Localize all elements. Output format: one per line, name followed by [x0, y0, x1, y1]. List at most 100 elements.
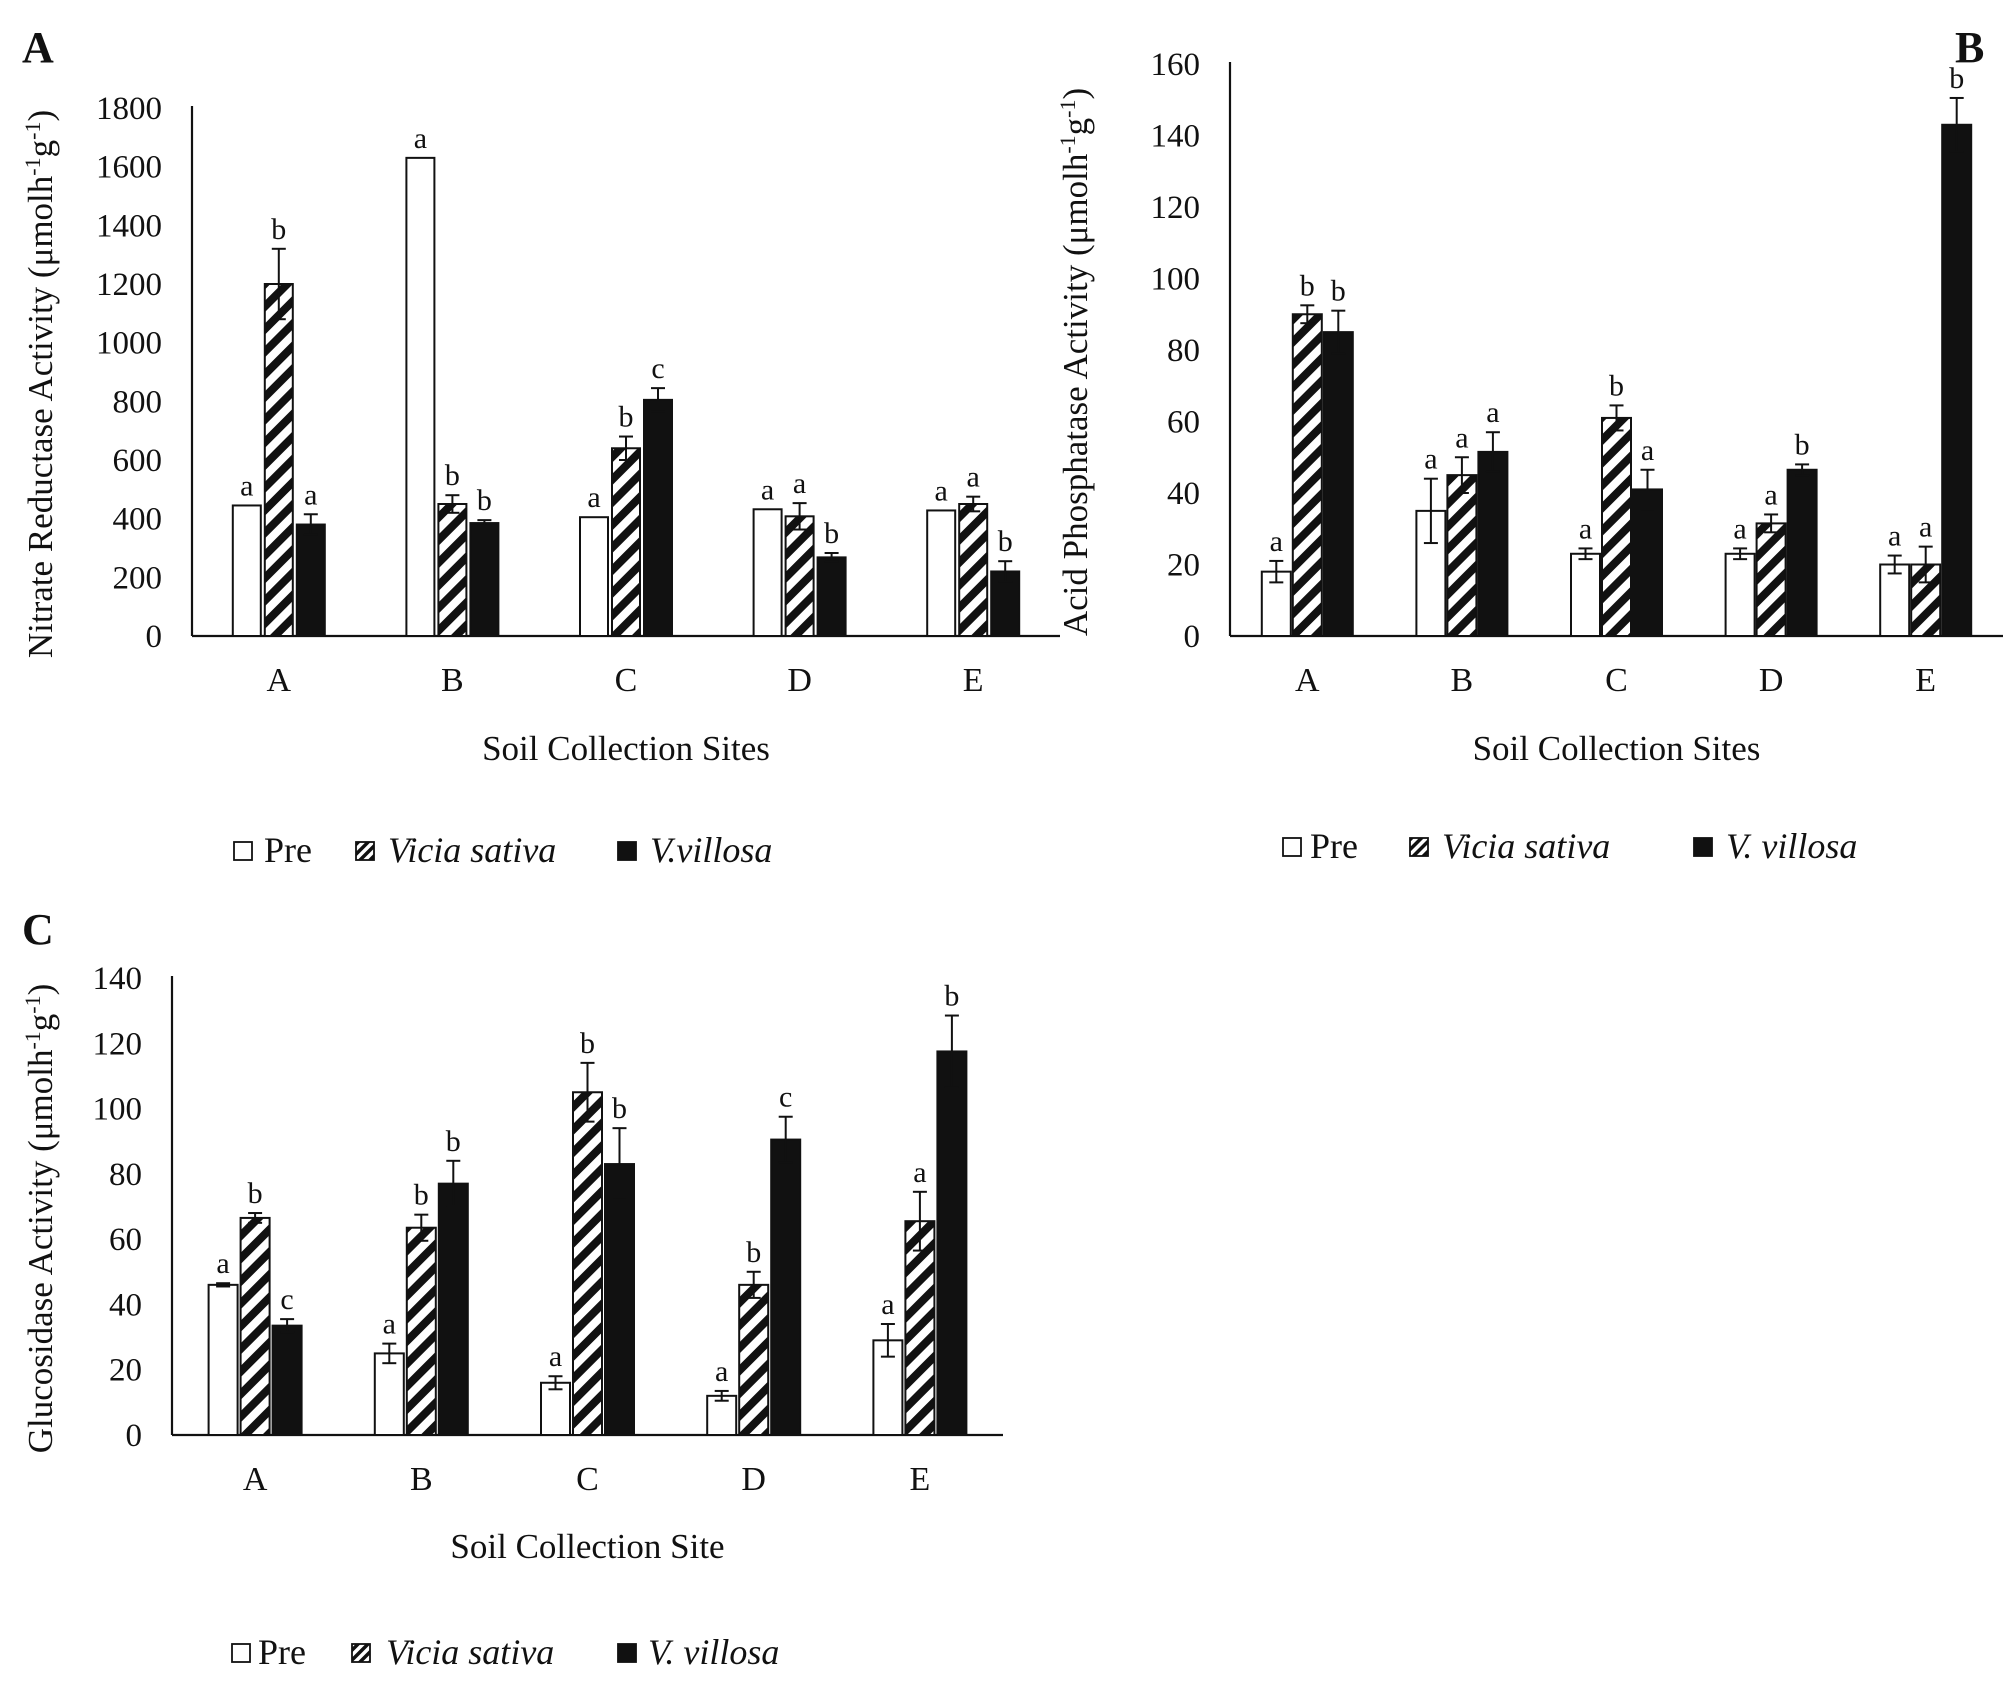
panel-a-bar-B-hatched [437, 503, 468, 637]
panel-a-sig-E-hatched: a [967, 461, 980, 494]
panel-a-y-title-sup1: -1 [20, 157, 45, 175]
panel-b-bar-C-solid [1632, 488, 1663, 637]
panel-c-legend-swatch-solid [617, 1643, 637, 1663]
panel-a-bar-D-open [752, 508, 783, 637]
panel-c-ytick-0: 0 [126, 1418, 143, 1454]
panel-b-legend: Pre Vicia sativa V. villosa [1282, 826, 1857, 866]
panel-c-sig-D-hatched: b [746, 1236, 761, 1269]
panel-c-sig-C-open: a [549, 1340, 562, 1373]
panel-B: B 0 20 40 60 80 100 120 140 160 Acid Phosphatase A… [1055, 23, 2003, 866]
panel-b-sig-C-solid: a [1641, 434, 1654, 467]
panel-b-xtick-A: A [1295, 662, 1320, 699]
panel-c-sig-E-open: a [881, 1288, 894, 1321]
panel-a-y-title-end: ) [21, 110, 60, 122]
panel-b-y-title-sup2: -1 [1055, 100, 1080, 118]
panel-c-xtick-A: A [243, 1461, 268, 1498]
panel-a-ytick-4: 800 [113, 384, 163, 420]
panel-a-y-title-sup2: -1 [20, 122, 45, 140]
panel-c-y-title-sup1: -1 [20, 1031, 45, 1049]
panel-b-sig-C-open: a [1579, 512, 1592, 545]
panel-a-sig-B-open: a [414, 122, 427, 155]
panel-b-sig-A-hatched: b [1300, 269, 1315, 302]
panel-a-sig-D-hatched: a [793, 467, 806, 500]
panel-c-bar-A-open [207, 1283, 239, 1437]
panel-b-ytick-1: 20 [1167, 548, 1200, 584]
panel-c-y-title-sup2: -1 [20, 995, 45, 1013]
panel-b-letter: B [1955, 23, 1984, 72]
panel-a-xtick-D: D [787, 662, 812, 699]
panel-c-sig-B-hatched: b [414, 1179, 429, 1212]
panel-b-bar-D-hatched [1755, 522, 1787, 638]
panel-a-legend-label-open: Pre [264, 830, 312, 870]
panel-a-bar-C-open [579, 516, 609, 638]
panel-c-y-title-g: g [21, 1014, 60, 1032]
panel-b-sig-D-open: a [1733, 512, 1746, 545]
panel-b-sig-B-solid: a [1486, 396, 1499, 429]
panel-b-sig-A-open: a [1270, 525, 1283, 558]
panel-b-ytick-7: 140 [1151, 119, 1201, 155]
panel-b-legend-label-hatched: Vicia sativa [1442, 826, 1610, 866]
panel-a-legend-label-hatched: Vicia sativa [388, 830, 556, 870]
panel-C: C 0 20 40 60 80 100 120 140 Glucosidase Activity … [20, 905, 1003, 1672]
panel-a-legend: Pre Vicia sativa V.villosa [233, 830, 772, 870]
panel-a-xtick-A: A [267, 662, 292, 699]
panel-b-sig-A-solid: b [1331, 275, 1346, 308]
panel-b-bar-E-open [1879, 563, 1911, 637]
panel-b-ytick-2: 40 [1167, 476, 1200, 512]
panel-b-bar-B-hatched [1446, 474, 1478, 637]
panel-c-sig-B-open: a [383, 1308, 396, 1341]
panel-c-xtick-B: B [410, 1461, 433, 1498]
panel-b-xtick-B: B [1451, 662, 1474, 699]
panel-c-ytick-3: 60 [109, 1222, 142, 1258]
panel-c-sig-C-hatched: b [580, 1027, 595, 1060]
panel-c-xtick-E: E [910, 1461, 931, 1498]
panel-a-bar-B-open [405, 156, 436, 637]
panel-b-xtick-E: E [1915, 662, 1936, 699]
panel-b-sig-B-open: a [1424, 443, 1437, 476]
panel-a-bar-E-open [926, 509, 957, 638]
panel-a-sig-C-open: a [587, 481, 600, 514]
panel-b-legend-swatch-open [1282, 837, 1302, 857]
panel-a-legend-swatch-open [233, 841, 253, 861]
panel-A: A 0 200 400 600 800 1000 1200 1400 1600 1800 Nitrat… [20, 23, 1060, 870]
panel-a-legend-swatch-solid [617, 841, 637, 861]
panel-a-ytick-9: 1800 [96, 91, 162, 127]
panel-c-bar-D-open [706, 1394, 738, 1437]
panel-c-bar-A-solid [271, 1324, 303, 1437]
panel-c-sig-D-solid: c [779, 1081, 792, 1114]
panel-b-ytick-8: 160 [1151, 47, 1201, 83]
panel-c-ytick-5: 100 [93, 1092, 143, 1128]
panel-b-xtick-C: C [1605, 662, 1628, 699]
panel-a-x-title: Soil Collection Sites [482, 729, 770, 768]
panel-a-xtick-E: E [963, 662, 984, 699]
panel-a-bar-D-solid [816, 556, 847, 637]
panel-c-sig-E-solid: b [944, 980, 959, 1013]
panel-a-bar-C-hatched [611, 447, 641, 637]
panel-a-bar-D-hatched [784, 515, 815, 638]
panel-b-bar-E-solid [1941, 123, 1973, 638]
panel-a-bar-A-hatched [263, 283, 294, 637]
panel-c-legend-swatch-open [231, 1643, 251, 1663]
panel-c-bar-E-open [872, 1339, 904, 1436]
panel-c-sig-B-solid: b [446, 1125, 461, 1158]
panel-c-bar-C-open [540, 1381, 571, 1437]
panel-c-legend-label-solid: V. villosa [648, 1632, 779, 1672]
panel-c-bar-C-solid [604, 1163, 635, 1437]
panel-a-sig-C-solid: c [651, 352, 664, 385]
panel-b-x-title: Soil Collection Sites [1473, 729, 1761, 768]
panel-c-bar-C-hatched [572, 1091, 603, 1436]
panel-a-letter: A [22, 23, 54, 72]
panel-c-y-title: Glucosidase Activity (μmolh-1g-1) [20, 984, 60, 1454]
panel-c-sig-C-solid: b [612, 1092, 627, 1125]
panel-b-bar-A-solid [1322, 331, 1354, 637]
panel-c-letter: C [22, 905, 54, 954]
panel-a-bar-A-solid [295, 523, 326, 637]
panel-b-ytick-6: 120 [1151, 190, 1201, 226]
panel-c-bar-E-solid [936, 1050, 968, 1436]
panel-c-xtick-C: C [576, 1461, 599, 1498]
panel-c-legend: Pre Vicia sativa V. villosa [231, 1632, 779, 1672]
panel-b-bar-C-hatched [1601, 416, 1632, 637]
panel-c-y-title-main: Glucosidase Activity (μmolh [21, 1049, 60, 1453]
panel-b-bar-C-open [1570, 552, 1601, 638]
